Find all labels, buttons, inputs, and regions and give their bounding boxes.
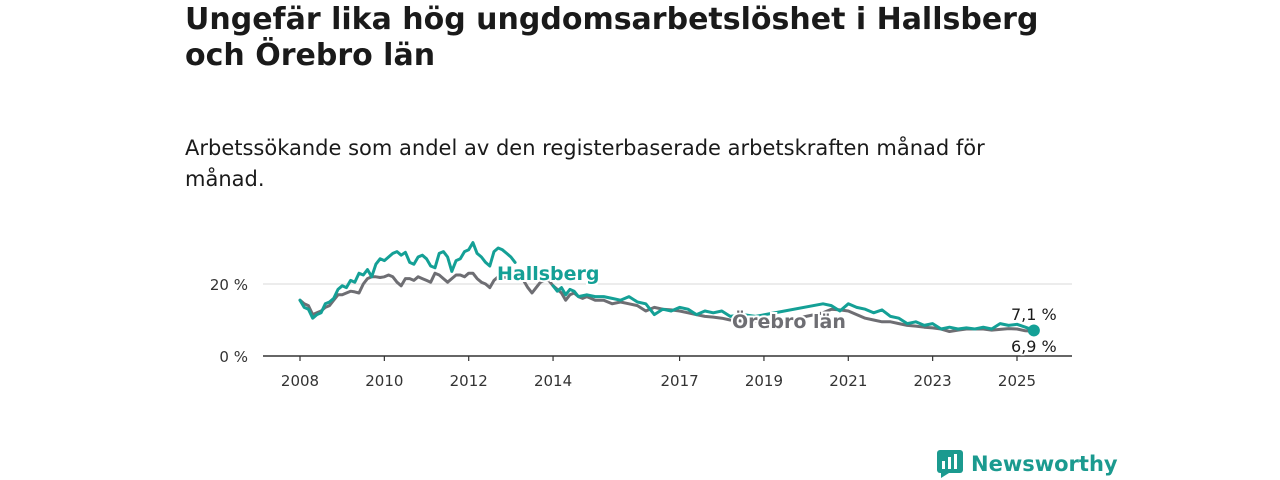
x-tick-label: 2012 (450, 372, 488, 390)
brand-name: Newsworthy (971, 452, 1118, 476)
orebro-last-value: 6,9 % (1011, 337, 1057, 356)
gridlines (263, 283, 1072, 357)
y-tick-label: 20 % (210, 276, 248, 294)
x-tick-label: 2025 (998, 372, 1036, 390)
series-label-orebro: Örebro län (732, 309, 846, 333)
series-line-hallsberg (551, 284, 1036, 332)
y-tick-label: 0 % (219, 348, 248, 366)
newsworthy-brand[interactable]: Newsworthy (937, 448, 1118, 480)
x-tick-label: 2021 (829, 372, 867, 390)
x-tick-label: 2008 (281, 372, 319, 390)
x-tick-label: 2017 (660, 372, 698, 390)
x-axis: 2008 2010 2012 2014 2017 2019 2021 2023 2025 (281, 356, 1036, 390)
y-axis: 0 % 20 % (210, 276, 248, 366)
x-tick-label: 2010 (365, 372, 403, 390)
series-lines (298, 241, 1040, 337)
x-tick-label: 2019 (745, 372, 783, 390)
series-label-hallsberg: Hallsberg (497, 263, 600, 285)
newsworthy-logo-icon (937, 450, 963, 478)
x-tick-label: 2014 (534, 372, 572, 390)
page-title: Ungefär lika hög ungdomsarbetslöshet i H… (185, 2, 1039, 73)
chart-subtitle: Arbetssökande som andel av den registerb… (185, 136, 985, 191)
x-tick-label: 2023 (914, 372, 952, 390)
series-labels: Hallsberg Örebro län 7,1 % 6,9 % (495, 261, 1058, 358)
hallsberg-last-value: 7,1 % (1011, 305, 1057, 324)
series-line-hallsberg (298, 241, 517, 320)
series-line-orebro (298, 271, 1036, 333)
hallsberg-end-point (1027, 324, 1040, 337)
line-chart: 0 % 20 % 2008 2010 2012 2014 2017 2019 2021 2023… (210, 241, 1072, 390)
